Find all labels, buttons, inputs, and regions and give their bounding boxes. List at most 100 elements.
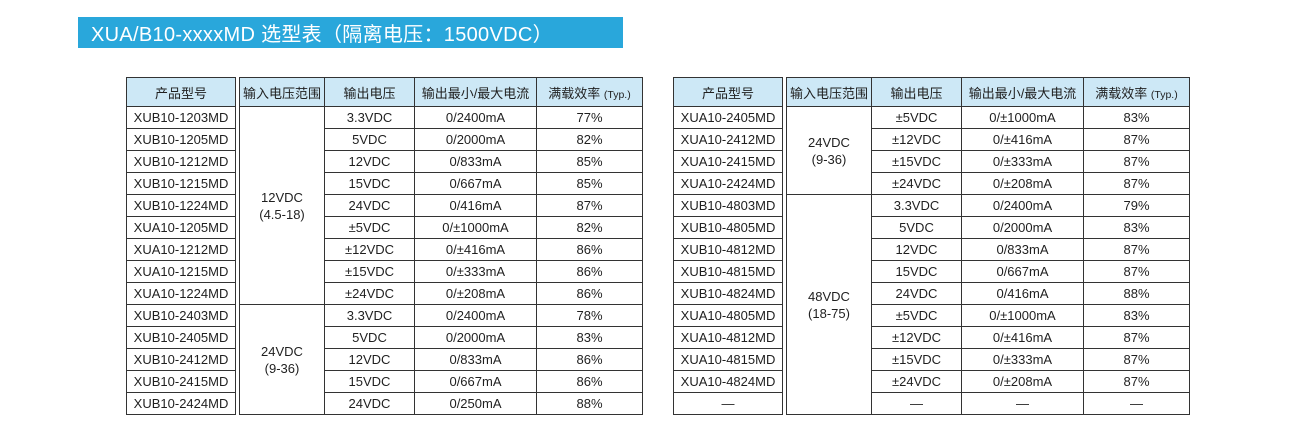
table-row: XUA10-1205MD ±5VDC 0/±1000mA 82% — [126, 216, 643, 239]
output-current-cell: 0/±416mA — [961, 326, 1084, 349]
output-current-cell: 0/833mA — [414, 150, 537, 173]
input-range: (18-75) — [808, 305, 850, 321]
model-cell: XUB10-2405MD — [126, 326, 236, 349]
table-row: XUB10-2403MD 24VDC (9-36) 3.3VDC 0/2400mA 78% — [126, 304, 643, 415]
column-header-efficiency: 满载效率 (Typ.) — [1083, 77, 1190, 107]
output-current-cell: 0/±208mA — [961, 370, 1084, 393]
model-cell: XUB10-4803MD — [673, 194, 783, 217]
output-voltage-cell: 15VDC — [324, 172, 415, 195]
model-cell: XUA10-2415MD — [673, 150, 783, 173]
efficiency-cell: 87% — [1083, 370, 1190, 393]
output-current-cell: 0/±333mA — [961, 150, 1084, 173]
input-range: (9-36) — [811, 151, 847, 167]
efficiency-cell: 85% — [536, 150, 643, 173]
selection-table: 产品型号 输入电压范围 输出电压 输出最小/最大电流 满载效率 (Typ.) XUB10-… — [126, 77, 643, 415]
model-cell: XUB10-1205MD — [126, 128, 236, 151]
efficiency-cell: 87% — [1083, 150, 1190, 173]
table-row: XUA10-4824MD ±24VDC 0/±208mA 87% — [673, 370, 1190, 393]
table-row: XUB10-1224MD 24VDC 0/416mA 87% — [126, 194, 643, 217]
input-voltage: 12VDC — [261, 189, 303, 205]
table-row: XUB10-1203MD 12VDC (4.5-18) 3.3VDC 0/2400mA 7… — [126, 106, 643, 305]
model-cell: XUB10-1203MD — [126, 106, 236, 129]
output-voltage-cell: ±24VDC — [871, 172, 962, 195]
efficiency-typ-note: (Typ.) — [603, 88, 631, 101]
table-row: XUB10-4805MD 5VDC 0/2000mA 83% — [673, 216, 1190, 239]
model-cell: XUB10-2415MD — [126, 370, 236, 393]
input-range: (4.5-18) — [259, 206, 305, 222]
output-current-cell: 0/2400mA — [414, 106, 537, 129]
table-row: XUB10-4824MD 24VDC 0/416mA 88% — [673, 282, 1190, 305]
input-range: (9-36) — [264, 360, 300, 376]
column-header-output-current: 输出最小/最大电流 — [961, 77, 1084, 107]
output-current-cell: 0/667mA — [414, 172, 537, 195]
output-current-cell: 0/±333mA — [414, 260, 537, 283]
table-row: XUA10-1212MD ±12VDC 0/±416mA 86% — [126, 238, 643, 261]
table-row: XUB10-4812MD 12VDC 0/833mA 87% — [673, 238, 1190, 261]
output-voltage-cell: ±15VDC — [324, 260, 415, 283]
efficiency-typ-note: (Typ.) — [1150, 88, 1178, 101]
output-voltage-cell: 15VDC — [871, 260, 962, 283]
selection-table: 产品型号 输入电压范围 输出电压 输出最小/最大电流 满载效率 (Typ.) XUA10-… — [673, 77, 1190, 415]
model-cell: XUB10-4815MD — [673, 260, 783, 283]
column-header-input-range: 输入电压范围 — [786, 77, 872, 107]
output-voltage-cell: 12VDC — [871, 238, 962, 261]
efficiency-cell: 87% — [536, 194, 643, 217]
output-voltage-cell: ±5VDC — [871, 106, 962, 129]
table-row: XUB10-2405MD 5VDC 0/2000mA 83% — [126, 326, 643, 349]
table-row: XUB10-2415MD 15VDC 0/667mA 86% — [126, 370, 643, 393]
efficiency-header-label: 满载效率 — [548, 85, 601, 101]
input-range-cell: 24VDC (9-36) — [239, 304, 325, 415]
output-current-cell: 0/2000mA — [414, 128, 537, 151]
model-cell: XUA10-2424MD — [673, 172, 783, 195]
model-cell: XUB10-1212MD — [126, 150, 236, 173]
table-row: XUA10-2415MD ±15VDC 0/±333mA 87% — [673, 150, 1190, 173]
output-current-cell: 0/250mA — [414, 392, 537, 415]
output-current-cell: 0/667mA — [414, 370, 537, 393]
output-current-cell: 0/±333mA — [961, 348, 1084, 371]
table-row: XUA10-2412MD ±12VDC 0/±416mA 87% — [673, 128, 1190, 151]
output-current-cell: 0/2400mA — [414, 304, 537, 327]
output-voltage-cell: 12VDC — [324, 150, 415, 173]
efficiency-cell: 79% — [1083, 194, 1190, 217]
column-header-efficiency: 满载效率 (Typ.) — [536, 77, 643, 107]
output-voltage-cell: 5VDC — [324, 128, 415, 151]
output-voltage-cell: 12VDC — [324, 348, 415, 371]
model-cell: XUB10-4812MD — [673, 238, 783, 261]
model-cell: XUB10-1215MD — [126, 172, 236, 195]
efficiency-header-label: 满载效率 — [1095, 85, 1148, 101]
model-cell: XUA10-1224MD — [126, 282, 236, 305]
output-voltage-cell: 3.3VDC — [324, 106, 415, 129]
output-voltage-cell: 5VDC — [324, 326, 415, 349]
output-voltage-cell: ±5VDC — [871, 304, 962, 327]
table-row: XUB10-1215MD 15VDC 0/667mA 85% — [126, 172, 643, 195]
model-cell: XUA10-4824MD — [673, 370, 783, 393]
output-voltage-cell: 3.3VDC — [871, 194, 962, 217]
output-current-cell: 0/2400mA — [961, 194, 1084, 217]
output-voltage-cell: 3.3VDC — [324, 304, 415, 327]
model-cell: XUA10-2405MD — [673, 106, 783, 129]
output-voltage-cell: 24VDC — [324, 392, 415, 415]
efficiency-cell: 86% — [536, 282, 643, 305]
table-row: XUA10-4815MD ±15VDC 0/±333mA 87% — [673, 348, 1190, 371]
column-header-output-voltage: 输出电压 — [324, 77, 415, 107]
efficiency-cell: 86% — [536, 348, 643, 371]
tables-container: 产品型号 输入电压范围 输出电压 输出最小/最大电流 满载效率 (Typ.) XUB10-… — [126, 77, 1190, 415]
model-cell: XUA10-4812MD — [673, 326, 783, 349]
table-row: — — — — — [673, 392, 1190, 415]
output-voltage-cell: 5VDC — [871, 216, 962, 239]
header-row: 产品型号 输入电压范围 输出电压 输出最小/最大电流 满载效率 (Typ.) — [126, 77, 643, 415]
efficiency-cell: 88% — [536, 392, 643, 415]
column-header-input-range: 输入电压范围 — [239, 77, 325, 107]
selection-table-right: 产品型号 输入电压范围 输出电压 输出最小/最大电流 满载效率 (Typ.) XUA10-… — [673, 77, 1190, 415]
output-voltage-cell: ±15VDC — [871, 150, 962, 173]
output-voltage-cell: ±24VDC — [324, 282, 415, 305]
efficiency-cell: 83% — [1083, 216, 1190, 239]
efficiency-cell: 82% — [536, 128, 643, 151]
efficiency-cell: 83% — [1083, 106, 1190, 129]
output-voltage-cell: ±24VDC — [871, 370, 962, 393]
input-range-cell: 48VDC (18-75) — [786, 194, 872, 415]
output-voltage-cell: 15VDC — [324, 370, 415, 393]
table-row: XUA10-2424MD ±24VDC 0/±208mA 87% — [673, 172, 1190, 195]
model-cell: XUB10-4805MD — [673, 216, 783, 239]
